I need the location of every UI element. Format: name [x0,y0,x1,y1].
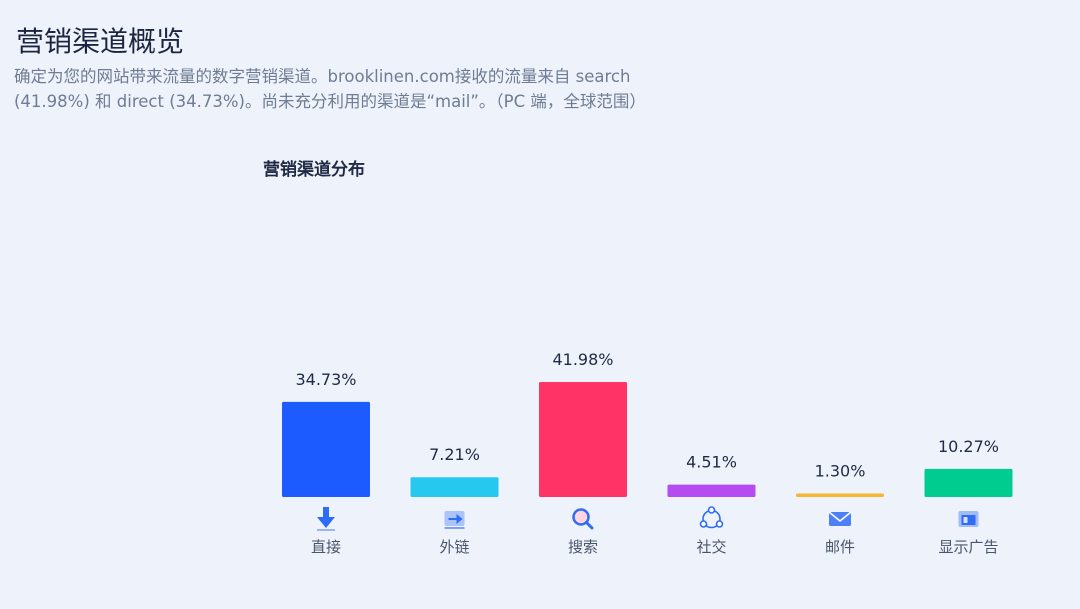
category-label: 直接 [311,538,341,556]
chart-title: 营销渠道分布 [263,160,365,180]
page-title: 营销渠道概览 [16,25,185,58]
bar-value-label: 7.21% [429,445,480,464]
category-label: 外链 [439,538,469,556]
direct-arrow-icon [317,507,335,531]
display-ad-icon [958,511,979,527]
referral-link-icon [444,511,465,529]
bar-2 [410,477,499,497]
bar-3 [539,382,627,497]
category-label: 邮件 [825,538,855,556]
bar-value-label: 34.73% [295,370,356,389]
bar-value-label: 41.98% [552,350,613,369]
bar-value-label: 10.27% [938,437,999,456]
bar-1 [282,401,370,497]
category-label: 显示广告 [938,538,998,556]
page-description: 确定为您的网站带来流量的数字营销渠道。brooklinen.com接收的流量来自… [14,67,646,111]
category-label: 搜索 [568,538,598,556]
bar-value-label: 4.51% [686,453,737,472]
mail-envelope-icon [828,511,852,526]
bar-6 [924,468,1013,497]
bar-5 [796,493,884,497]
search-magnifier-icon [572,508,594,530]
bar-value-label: 1.30% [815,461,866,480]
bar-4 [667,484,756,497]
category-label: 社交 [696,538,726,556]
social-share-icon [699,506,724,529]
